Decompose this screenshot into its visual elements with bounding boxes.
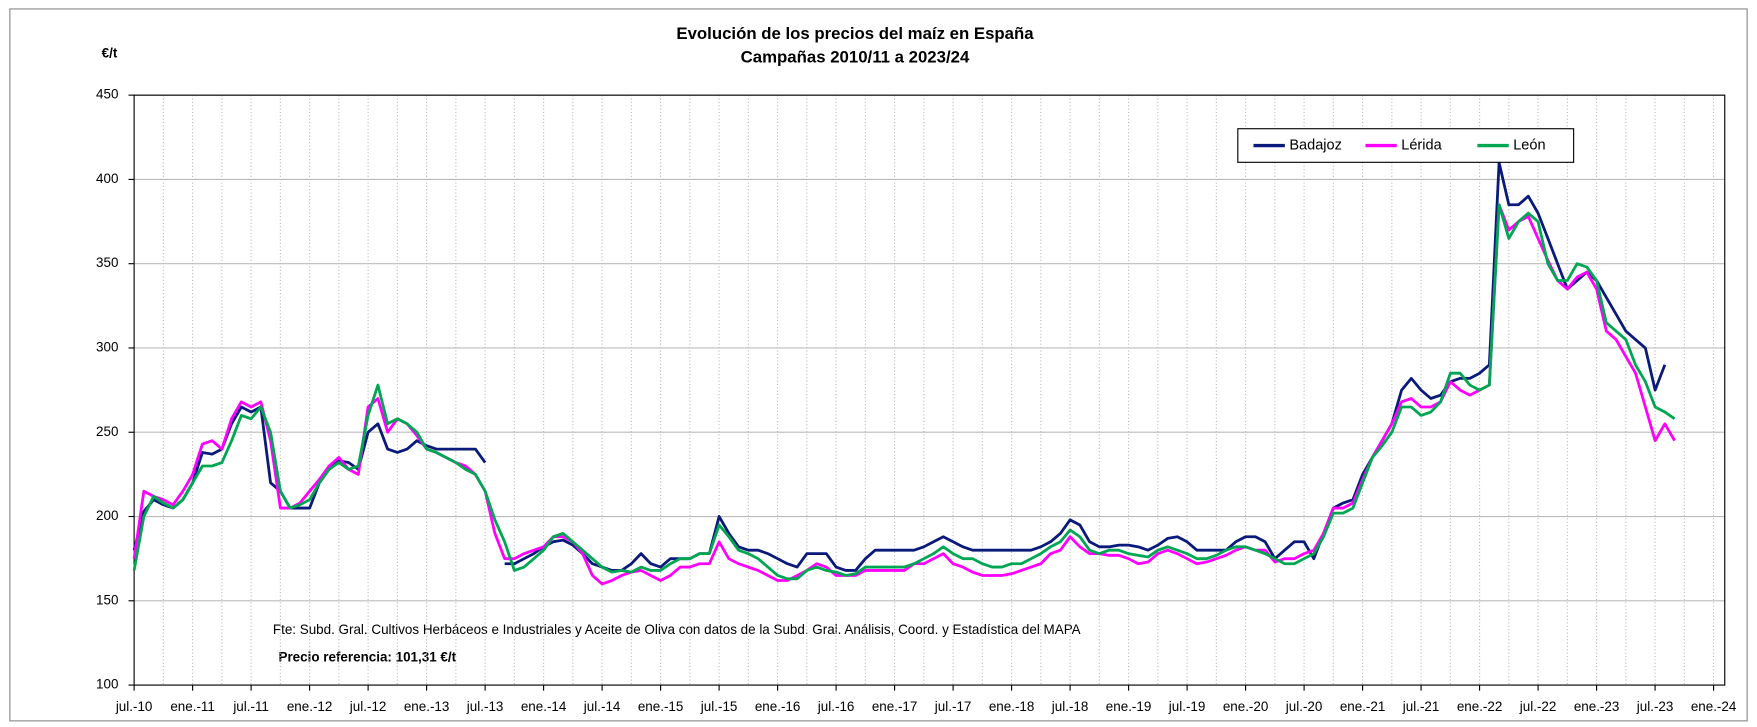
source-note: Fte: Subd. Gral. Cultivos Herbáceos e In…: [273, 622, 1081, 637]
x-tick-label: jul.-22: [1519, 699, 1557, 714]
x-tick-label: jul.-13: [466, 699, 504, 714]
y-tick-label: 400: [96, 171, 118, 186]
x-tick-label: jul.-12: [349, 699, 387, 714]
y-tick-label: 350: [96, 255, 118, 270]
chart-frame: [9, 8, 1748, 722]
x-tick-label: ene.-14: [521, 699, 567, 714]
y-tick-label: 150: [96, 592, 118, 607]
chart-subtitle: Campañas 2010/11 a 2023/24: [741, 48, 970, 67]
x-tick-label: ene.-12: [287, 699, 333, 714]
x-tick-label: ene.-13: [404, 699, 450, 714]
x-tick-label: ene.-11: [170, 699, 215, 714]
y-tick-label: 100: [96, 677, 118, 692]
x-tick-label: ene.-20: [1223, 699, 1269, 714]
series-line: [132, 203, 1676, 581]
x-tick-label: jul.-15: [700, 699, 738, 714]
x-tick-label: jul.-14: [583, 699, 621, 714]
x-tick-label: jul.-23: [1636, 699, 1674, 714]
y-tick-label: 250: [96, 424, 118, 439]
x-tick-label: jul.-20: [1285, 699, 1323, 714]
y-tick-label: 450: [96, 87, 118, 102]
x-tick-label: ene.-15: [638, 699, 684, 714]
x-tick-label: ene.-24: [1691, 699, 1737, 714]
x-tick-label: jul.-10: [115, 699, 153, 714]
x-tick-label: jul.-18: [1051, 699, 1089, 714]
legend-label: León: [1513, 137, 1545, 153]
x-tick-label: ene.-23: [1574, 699, 1620, 714]
x-tick-label: ene.-18: [989, 699, 1035, 714]
x-tick-label: jul.-19: [1168, 699, 1206, 714]
y-tick-label: 300: [96, 340, 118, 355]
plot-area: [133, 94, 1726, 686]
x-tick-label: ene.-22: [1457, 699, 1503, 714]
reference-price: Precio referencia: 101,31 €/t: [279, 650, 457, 665]
legend-label: Lérida: [1401, 137, 1442, 153]
y-axis-label: €/t: [102, 45, 118, 60]
chart-title: Evolución de los precios del maíz en Esp…: [676, 24, 1034, 43]
x-tick-label: ene.-21: [1340, 699, 1386, 714]
legend-box: [1237, 128, 1575, 163]
y-tick-label: 200: [96, 508, 118, 523]
x-tick-label: ene.-19: [1106, 699, 1152, 714]
x-tick-label: ene.-16: [755, 699, 801, 714]
x-tick-label: ene.-17: [872, 699, 918, 714]
x-tick-label: jul.-16: [817, 699, 855, 714]
legend-label: Badajoz: [1289, 137, 1342, 153]
series-line: [132, 203, 1676, 586]
x-tick-label: jul.-21: [1402, 699, 1440, 714]
x-tick-label: jul.-11: [232, 699, 269, 714]
x-tick-label: jul.-17: [934, 699, 972, 714]
